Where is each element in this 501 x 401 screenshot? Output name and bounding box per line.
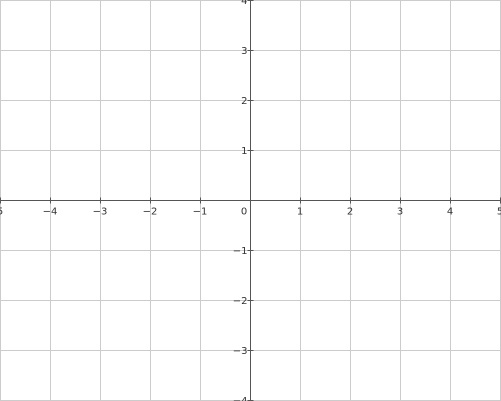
y-tick-label: 1 [241,146,247,157]
x-tick-label: −4 [43,207,58,218]
x-tick-label: 3 [397,207,403,218]
x-tick-label: 5 [0,207,3,218]
y-tick-label: 3 [241,46,247,57]
x-tick-label: 0 [241,207,247,218]
x-tick-label: −3 [93,207,108,218]
x-tick-label: 2 [347,207,353,218]
x-tick-label: −2 [143,207,158,218]
x-tick-label: 5 [497,207,501,218]
y-tick-label: −3 [233,346,248,357]
y-tick-label: 2 [241,96,247,107]
y-tick-label: −4 [233,396,248,401]
x-tick-label: 4 [447,207,453,218]
x-tick-label: 1 [297,207,303,218]
y-tick-label: −2 [233,296,248,307]
x-tick-label: −1 [193,207,208,218]
x-ticks: 5 −4 −3 −2 −1 0 1 2 3 4 5 [0,197,501,218]
y-tick-label: −1 [233,246,248,257]
y-tick-label: 4 [241,0,247,7]
y-ticks: 4 3 2 1 −1 −2 −3 −4 [233,0,254,401]
